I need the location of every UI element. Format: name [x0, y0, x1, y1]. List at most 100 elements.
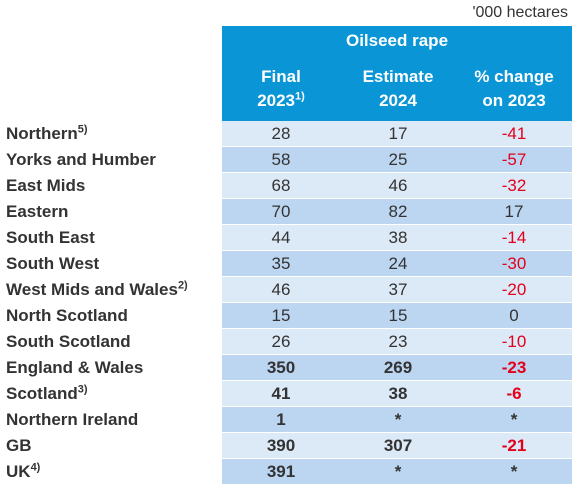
percent-change-cell: *: [456, 458, 572, 485]
percent-change-cell: -30: [456, 250, 572, 277]
table-row: South Scotland 26 23 -10: [0, 328, 572, 355]
table-row: Yorks and Humber 58 25 -57: [0, 146, 572, 173]
column-header-line2: 2024: [379, 90, 417, 110]
estimate-2024-cell: 25: [340, 146, 456, 173]
row-label: West Mids and Wales2): [0, 276, 222, 303]
final-2023-cell: 28: [222, 121, 340, 147]
row-label: North Scotland: [0, 302, 222, 329]
footnote-marker: 5): [77, 123, 88, 136]
row-label: Eastern: [0, 198, 222, 225]
row-label-text: East Mids: [6, 176, 86, 195]
row-label: Northern5): [0, 121, 222, 147]
row-label-text: Yorks and Humber: [6, 150, 156, 169]
header-blank-cell: [0, 26, 222, 56]
final-2023-cell: 1: [222, 406, 340, 433]
table-row: Northern5) 28 17 -41: [0, 121, 572, 147]
row-label-text: South East: [6, 228, 95, 247]
footnote-marker: 3): [77, 383, 88, 396]
table-row: East Mids 68 46 -32: [0, 172, 572, 199]
column-header-line1: % change: [474, 66, 554, 86]
row-label-text: England & Wales: [6, 358, 144, 377]
column-header-line1: Final: [261, 66, 301, 86]
table-body: Northern5) 28 17 -41 Yorks and Humber 58 25 -57…: [0, 121, 572, 485]
row-label: South West: [0, 250, 222, 277]
column-header-line2: 2023: [257, 90, 296, 110]
row-label-text: GB: [6, 436, 32, 455]
table-row: Northern Ireland 1 * *: [0, 406, 572, 433]
column-header-line1: Estimate: [362, 66, 434, 86]
row-label-text: UK: [6, 462, 31, 481]
estimate-2024-cell: *: [340, 458, 456, 485]
final-2023-cell: 58: [222, 146, 340, 173]
table-row: UK4) 391 * *: [0, 458, 572, 485]
row-label-text: North Scotland: [6, 306, 128, 325]
estimate-2024-cell: 269: [340, 354, 456, 381]
estimate-2024-cell: 24: [340, 250, 456, 277]
unit-label: '000 hectares: [472, 4, 568, 21]
estimate-2024-cell: 38: [340, 224, 456, 251]
final-2023-cell: 35: [222, 250, 340, 277]
estimate-2024-cell: 17: [340, 121, 456, 147]
row-label-text: West Mids and Wales: [6, 280, 178, 299]
estimate-2024-cell: 37: [340, 276, 456, 303]
footnote-marker: 4): [30, 461, 41, 474]
percent-change-cell: -32: [456, 172, 572, 199]
header-blank-cell: [0, 56, 222, 121]
row-label-text: Northern Ireland: [6, 410, 139, 429]
row-label-text: South Scotland: [6, 332, 131, 351]
column-header-line2: on 2023: [482, 90, 546, 110]
table-row: Eastern 70 82 17: [0, 198, 572, 225]
row-label: England & Wales: [0, 354, 222, 381]
group-header: Oilseed rape: [222, 26, 572, 56]
estimate-2024-cell: 38: [340, 380, 456, 407]
row-label: Northern Ireland: [0, 406, 222, 433]
final-2023-cell: 391: [222, 458, 340, 485]
percent-change-cell: -23: [456, 354, 572, 381]
table-row: GB 390 307 -21: [0, 432, 572, 459]
final-2023-cell: 46: [222, 276, 340, 303]
column-header-percent-change: % change on 2023: [456, 56, 572, 121]
footnote-marker: 2): [177, 279, 188, 292]
final-2023-cell: 70: [222, 198, 340, 225]
column-header-estimate-2024: Estimate 2024: [340, 56, 456, 121]
oilseed-rape-table: Oilseed rape Final 20231) Estimate 2024 …: [0, 26, 572, 485]
final-2023-cell: 44: [222, 224, 340, 251]
row-label: East Mids: [0, 172, 222, 199]
final-2023-cell: 68: [222, 172, 340, 199]
row-label: South East: [0, 224, 222, 251]
percent-change-cell: -21: [456, 432, 572, 459]
table-row: Scotland3) 41 38 -6: [0, 380, 572, 407]
final-2023-cell: 350: [222, 354, 340, 381]
row-label: GB: [0, 432, 222, 459]
column-header-final-2023: Final 20231): [222, 56, 340, 121]
percent-change-cell: -14: [456, 224, 572, 251]
table-row: North Scotland 15 15 0: [0, 302, 572, 329]
table-row: West Mids and Wales2) 46 37 -20: [0, 276, 572, 303]
estimate-2024-cell: 307: [340, 432, 456, 459]
table-row: South West 35 24 -30: [0, 250, 572, 277]
row-label: South Scotland: [0, 328, 222, 355]
percent-change-cell: 0: [456, 302, 572, 329]
row-label: Yorks and Humber: [0, 146, 222, 173]
row-label-text: Eastern: [6, 202, 69, 221]
row-label-text: South West: [6, 254, 100, 273]
row-label: Scotland3): [0, 380, 222, 407]
row-label-text: Scotland: [6, 384, 78, 403]
table-row: South East 44 38 -14: [0, 224, 572, 251]
footnote-marker: 1): [295, 89, 305, 102]
final-2023-cell: 26: [222, 328, 340, 355]
estimate-2024-cell: *: [340, 406, 456, 433]
row-label-text: Northern: [6, 124, 78, 144]
percent-change-cell: -57: [456, 146, 572, 173]
estimate-2024-cell: 23: [340, 328, 456, 355]
table-row: England & Wales 350 269 -23: [0, 354, 572, 381]
estimate-2024-cell: 82: [340, 198, 456, 225]
percent-change-cell: 17: [456, 198, 572, 225]
final-2023-cell: 15: [222, 302, 340, 329]
row-label: UK4): [0, 458, 222, 485]
final-2023-cell: 41: [222, 380, 340, 407]
percent-change-cell: -10: [456, 328, 572, 355]
percent-change-cell: -6: [456, 380, 572, 407]
percent-change-cell: *: [456, 406, 572, 433]
percent-change-cell: -20: [456, 276, 572, 303]
